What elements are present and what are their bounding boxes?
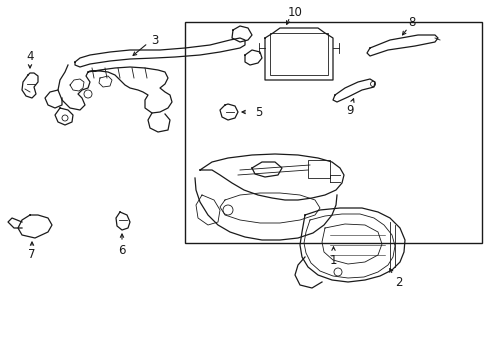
Text: 10: 10	[287, 5, 302, 18]
Text: 2: 2	[394, 275, 402, 288]
Text: 1: 1	[329, 253, 337, 266]
Text: 5: 5	[254, 105, 262, 118]
Text: 3: 3	[151, 33, 159, 46]
Bar	[269, 33, 327, 75]
Text: 9: 9	[346, 104, 353, 117]
Text: 8: 8	[407, 15, 415, 28]
Text: 4: 4	[26, 50, 34, 63]
Text: 6: 6	[118, 243, 125, 256]
Bar	[307, 160, 329, 178]
Bar	[184, 22, 481, 243]
Text: 7: 7	[28, 248, 36, 261]
